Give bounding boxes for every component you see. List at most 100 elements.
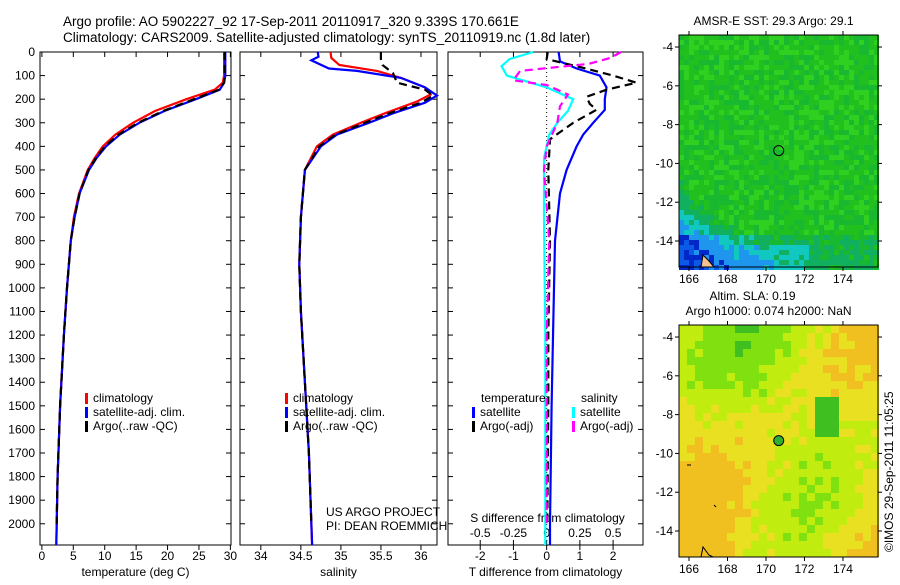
map-cell: [774, 115, 779, 120]
map-cell: [684, 235, 689, 240]
map-cell: [769, 165, 774, 170]
map-cell: [739, 150, 744, 155]
map-cell: [799, 120, 804, 125]
map-cell: [859, 65, 864, 70]
map-cell: [804, 260, 809, 265]
map-cell: [764, 50, 769, 55]
map-cell: [809, 110, 814, 115]
map-cell: [709, 125, 714, 130]
map-cell: [829, 90, 834, 95]
map-cell: [799, 225, 804, 230]
map-cell: [859, 55, 864, 60]
map-cell: [814, 120, 819, 125]
map-cell: [859, 255, 864, 260]
map-cell: [819, 45, 824, 50]
map-cell: [834, 135, 839, 140]
map-cell: [839, 220, 844, 225]
map-cell: [735, 413, 743, 421]
map-cell: [784, 250, 789, 255]
map-cell: [699, 140, 704, 145]
map-cell: [769, 80, 774, 85]
map-cell: [767, 429, 775, 437]
map-cell: [714, 155, 719, 160]
map-cell: [679, 421, 687, 429]
map-cell: [869, 130, 874, 135]
map-cell: [684, 40, 689, 45]
map-cell: [789, 115, 794, 120]
map-cell: [689, 110, 694, 115]
map-cell: [699, 105, 704, 110]
map-cell: [704, 85, 709, 90]
map-cell: [789, 60, 794, 65]
map-cell: [859, 75, 864, 80]
map-cell: [831, 421, 839, 429]
map-cell: [804, 35, 809, 40]
map-cell: [864, 45, 869, 50]
map-cell: [839, 501, 847, 509]
map-cell: [734, 95, 739, 100]
map-cell: [839, 381, 847, 389]
map-cell: [799, 65, 804, 70]
map-cell: [807, 541, 815, 549]
map-cell: [823, 373, 831, 381]
map-cell: [734, 170, 739, 175]
map-cell: [799, 200, 804, 205]
map-cell: [764, 220, 769, 225]
map-cell: [829, 55, 834, 60]
map-cell: [819, 40, 824, 45]
map-cell: [714, 105, 719, 110]
map-cell: [807, 405, 815, 413]
map-cell: [719, 445, 727, 453]
map-cell: [849, 90, 854, 95]
map-cell: [784, 230, 789, 235]
map-cell: [804, 145, 809, 150]
map-cell: [729, 255, 734, 260]
map-cell: [764, 130, 769, 135]
map-cell: [799, 95, 804, 100]
map-cell: [847, 429, 855, 437]
map-cell: [687, 469, 695, 477]
map-cell: [794, 225, 799, 230]
map-cell: [807, 381, 815, 389]
map-cell: [819, 115, 824, 120]
map-cell: [769, 70, 774, 75]
map-cell: [839, 389, 847, 397]
map-cell: [847, 509, 855, 517]
map-cell: [735, 421, 743, 429]
map-cell: [831, 541, 839, 549]
map-cell: [829, 75, 834, 80]
map-cell: [789, 160, 794, 165]
map-cell: [864, 255, 869, 260]
map-cell: [719, 205, 724, 210]
map-cell: [804, 240, 809, 245]
map-cell: [759, 397, 767, 405]
map-cell: [874, 240, 879, 245]
map-cell: [819, 105, 824, 110]
map-cell: [719, 469, 727, 477]
map-cell: [684, 105, 689, 110]
map-cell: [774, 250, 779, 255]
map-cell: [847, 485, 855, 493]
map-cell: [724, 105, 729, 110]
map-cell: [754, 50, 759, 55]
map-cell: [709, 105, 714, 110]
map-cell: [789, 250, 794, 255]
map-cell: [824, 50, 829, 55]
map-cell: [864, 115, 869, 120]
map-cell: [791, 461, 799, 469]
map-cell: [844, 110, 849, 115]
map-cell: [849, 185, 854, 190]
map-cell: [754, 225, 759, 230]
map-cell: [754, 105, 759, 110]
map-cell: [714, 210, 719, 215]
map-cell: [719, 437, 727, 445]
map-cell: [749, 120, 754, 125]
map-cell: [794, 160, 799, 165]
map-cell: [791, 357, 799, 365]
map-cell: [859, 155, 864, 160]
map-cell: [859, 115, 864, 120]
map-cell: [775, 381, 783, 389]
map-cell: [744, 170, 749, 175]
map-cell: [709, 80, 714, 85]
map-cell: [775, 477, 783, 485]
